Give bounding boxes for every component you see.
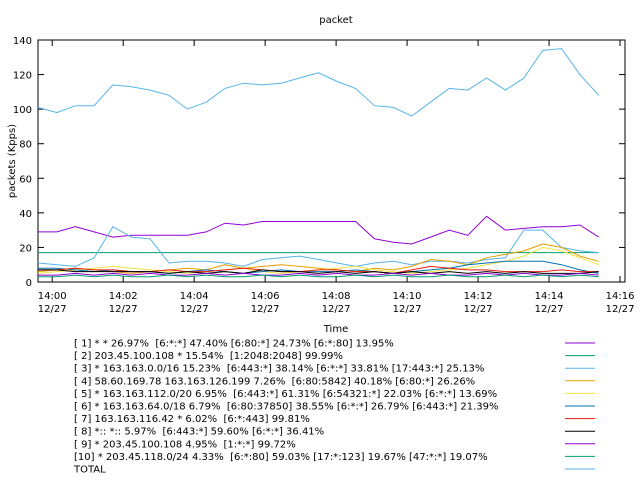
x-tick-label-line: 14:16 xyxy=(606,291,635,302)
x-tick-label-line: 14:00 xyxy=(38,291,67,302)
x-axis-label: Time xyxy=(323,324,348,335)
x-tick-label: 14:12 12/27 xyxy=(464,291,493,315)
x-tick-label-line: 12/27 xyxy=(393,304,422,315)
y-tick-label: 120 xyxy=(13,71,32,82)
x-tick-label: 14:16 12/27 xyxy=(606,291,635,315)
x-tick-label: 14:02 12/27 xyxy=(109,291,138,315)
x-tick-label-line: 12/27 xyxy=(606,304,635,315)
legend-label: [ 2] 203.45.100.108 * 15.54% [1:2048:204… xyxy=(74,351,343,362)
legend-label: [ 7] 163.163.116.42 * 6.02% [6:*:443] 99… xyxy=(74,414,310,425)
y-tick-label: 20 xyxy=(19,243,32,254)
x-tick-label-line: 14:02 xyxy=(109,291,138,302)
x-tick-label: 14:08 12/27 xyxy=(322,291,351,315)
x-tick-label-line: 14:06 xyxy=(251,291,280,302)
series-line xyxy=(37,243,599,274)
x-tick-label-line: 14:10 xyxy=(393,291,422,302)
plot-border xyxy=(37,39,626,283)
x-tick-label: 14:00 12/27 xyxy=(38,291,67,315)
chart-title: packet xyxy=(319,15,353,26)
x-tick-label-line: 12/27 xyxy=(535,304,564,315)
x-tick-label-line: 12/27 xyxy=(180,304,209,315)
x-tick-label: 14:14 12/27 xyxy=(535,291,564,315)
x-tick-label-line: 14:14 xyxy=(535,291,564,302)
x-tick-label-line: 12/27 xyxy=(322,304,351,315)
legend-label: [ 4] 58.60.169.78 163.163.126.199 7.26% … xyxy=(74,376,475,387)
x-tick-label: 14:06 12/27 xyxy=(251,291,280,315)
legend-label: [ 1] * * 26.97% [6:*:*] 47.40% [6:80:*] … xyxy=(74,339,394,350)
x-tick-label-line: 12/27 xyxy=(464,304,493,315)
y-tick-label: 40 xyxy=(19,209,32,220)
legend-label: [ 5] * 163.163.112.0/20 6.95% [6:443:*] … xyxy=(74,389,497,400)
series-line xyxy=(38,274,599,278)
series-line xyxy=(37,48,600,117)
y-tick-label: 80 xyxy=(19,140,32,151)
x-tick-label-line: 12/27 xyxy=(38,304,67,315)
y-tick-label: 0 xyxy=(26,278,32,289)
legend-label: [ 9] * 203.45.100.108 4.95% [1:*:*] 99.7… xyxy=(74,439,296,450)
x-tick-label: 14:10 12/27 xyxy=(393,291,422,315)
x-tick-label-line: 14:04 xyxy=(180,291,209,302)
legend-label: [ 6] * 163.163.64.0/18 6.79% [6:80:37850… xyxy=(74,402,499,413)
x-tick-label: 14:04 12/27 xyxy=(180,291,209,315)
legend-label: [ 8] *:: *:: 5.97% [6:443:*] 59.60% [6:*… xyxy=(74,427,324,438)
x-tick-label-line: 12/27 xyxy=(109,304,138,315)
x-tick-label-line: 14:08 xyxy=(322,291,351,302)
x-tick-label-line: 12/27 xyxy=(251,304,280,315)
legend-label: TOTAL xyxy=(73,465,106,476)
y-tick-label: 140 xyxy=(13,36,32,47)
x-tick-label-line: 14:12 xyxy=(464,291,493,302)
legend-label: [10] * 203.45.118.0/24 4.33% [6:*:80] 59… xyxy=(74,452,488,463)
series-line xyxy=(38,269,599,274)
y-axis-label: packets (Kpps) xyxy=(7,124,18,198)
y-tick-label: 60 xyxy=(19,174,32,185)
y-tick-label: 100 xyxy=(13,105,32,116)
series-line xyxy=(38,215,599,245)
series-line xyxy=(37,226,599,267)
legend-label: [ 3] * 163.163.0.0/16 15.23% [6:443:*] 3… xyxy=(74,364,484,375)
